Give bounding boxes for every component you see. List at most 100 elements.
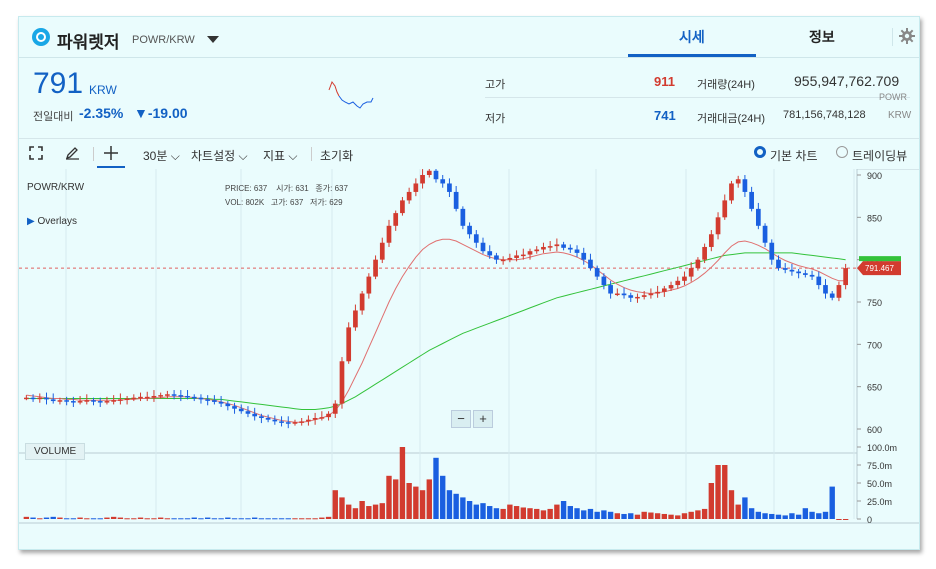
- candle-body: [447, 183, 452, 192]
- vol-key: VOL:: [225, 198, 244, 207]
- candle-body: [406, 191, 412, 201]
- pencil-icon[interactable]: [65, 146, 81, 163]
- price-tick-label: 750: [867, 298, 882, 308]
- coin-name[interactable]: 파워렛저: [57, 33, 120, 52]
- volume-bar: [171, 518, 177, 520]
- chart-settings-menu[interactable]: 차트설정 ⌵: [191, 149, 248, 163]
- candle-body: [520, 254, 526, 257]
- candle-body: [682, 276, 687, 281]
- amount-24h-unit: KRW: [888, 110, 912, 121]
- candle-body: [581, 252, 587, 260]
- candle-body: [507, 257, 513, 260]
- overlays-label: Overlays: [37, 216, 77, 227]
- volume-bar: [366, 506, 372, 519]
- volume-bar: [574, 508, 580, 519]
- volume-bar: [372, 504, 379, 519]
- volume-bar: [842, 519, 849, 520]
- basic-chart-radio[interactable]: [754, 146, 766, 158]
- reset-button[interactable]: 초기화: [320, 149, 354, 163]
- candle-body: [729, 183, 734, 201]
- candle-body: [171, 394, 177, 396]
- volume-bar: [769, 513, 775, 519]
- candle-body: [265, 417, 271, 420]
- volume-bar: [23, 516, 30, 519]
- chart-toolbar: 30분 ⌵ 차트설정 ⌵ 지표 ⌵ 초기화 기본 차트 트레이딩뷰: [19, 138, 919, 170]
- volume-label: VOLUME: [25, 443, 86, 460]
- tradingview-radio[interactable]: [836, 146, 848, 158]
- candle-body: [386, 225, 392, 243]
- change-percent: -2.35%: [79, 105, 124, 121]
- candle-body: [77, 401, 83, 403]
- zoom-out-button[interactable]: −: [451, 410, 471, 428]
- volume-bar: [493, 508, 500, 519]
- candle-body: [359, 293, 365, 311]
- gear-icon[interactable]: [892, 28, 917, 46]
- candle-body: [547, 246, 553, 248]
- low-val: 629: [329, 198, 343, 207]
- candle-body: [84, 400, 90, 402]
- candle-body: [608, 285, 613, 294]
- coin-pair[interactable]: POWR/KRW: [132, 34, 195, 46]
- low-label: 저가: [485, 113, 506, 125]
- basic-chart-label[interactable]: 기본 차트: [770, 149, 818, 163]
- indicators-menu[interactable]: 지표 ⌵: [263, 149, 298, 163]
- candle-body: [561, 244, 566, 248]
- candle-body: [802, 273, 808, 275]
- volume-tick-label: 50.0m: [867, 479, 892, 489]
- interval-select[interactable]: 30분 ⌵: [143, 149, 180, 163]
- candle-body: [836, 285, 842, 298]
- volume-bar: [178, 518, 184, 520]
- candle-body: [601, 276, 607, 286]
- volume-bar: [131, 518, 137, 520]
- candle-body: [285, 422, 291, 424]
- tab-info[interactable]: 정보: [809, 29, 835, 45]
- volume-bar: [157, 517, 164, 519]
- candle-body: [238, 408, 244, 412]
- tab-price[interactable]: 시세: [679, 29, 705, 45]
- zoom-in-button[interactable]: +: [473, 410, 493, 428]
- volume-24h-value: 955,947,762.709: [794, 73, 900, 89]
- ohlc-row-2: VOL: 802K 고가: 637 저가: 629: [225, 196, 348, 210]
- candle-body: [460, 208, 466, 226]
- volume-bar: [822, 511, 829, 519]
- caret-down-icon[interactable]: [207, 36, 219, 43]
- candle-body: [534, 249, 540, 252]
- fullscreen-icon[interactable]: [29, 146, 43, 163]
- volume-bar: [520, 507, 526, 519]
- volume-bar: [748, 508, 755, 519]
- volume-bar: [204, 517, 211, 519]
- volume-bar: [560, 501, 567, 519]
- indicators-label: 지표: [263, 149, 286, 163]
- volume-bar: [594, 511, 600, 519]
- ma-long-line: [26, 252, 846, 410]
- candle-body: [661, 288, 667, 292]
- price-tick-label: 650: [867, 383, 882, 393]
- volume-bar: [567, 506, 573, 519]
- high-label: 고가: [485, 79, 506, 91]
- candle-body: [708, 234, 714, 247]
- overlays-toggle[interactable]: ▶ Overlays: [27, 216, 77, 227]
- candle-body: [272, 419, 278, 422]
- volume-bar: [30, 517, 36, 519]
- volume-bar: [480, 503, 486, 519]
- toolbar-separator: [93, 147, 94, 161]
- price-chart[interactable]: 12:0018:001/96:0012:0018:001/106:0012:00…: [19, 169, 919, 529]
- volume-bar: [554, 504, 560, 519]
- play-icon: ▶: [27, 216, 35, 227]
- volume-bar: [211, 518, 218, 520]
- volume-bar: [379, 503, 385, 519]
- tradingview-label[interactable]: 트레이딩뷰: [852, 149, 908, 163]
- volume-bar: [621, 513, 627, 519]
- volume-24h-unit: POWR: [879, 92, 907, 102]
- candle-body: [796, 271, 801, 274]
- crosshair-icon[interactable]: [103, 145, 119, 164]
- mini-sparkline: [327, 72, 377, 123]
- candle-body: [353, 310, 358, 328]
- candle-body: [212, 400, 217, 402]
- candle-body: [104, 401, 110, 403]
- volume-bar: [104, 517, 110, 519]
- candle-body: [789, 269, 795, 272]
- last-price-tag-label: 791.467: [865, 264, 894, 273]
- volume-bar: [406, 483, 412, 519]
- volume-bar: [164, 518, 171, 520]
